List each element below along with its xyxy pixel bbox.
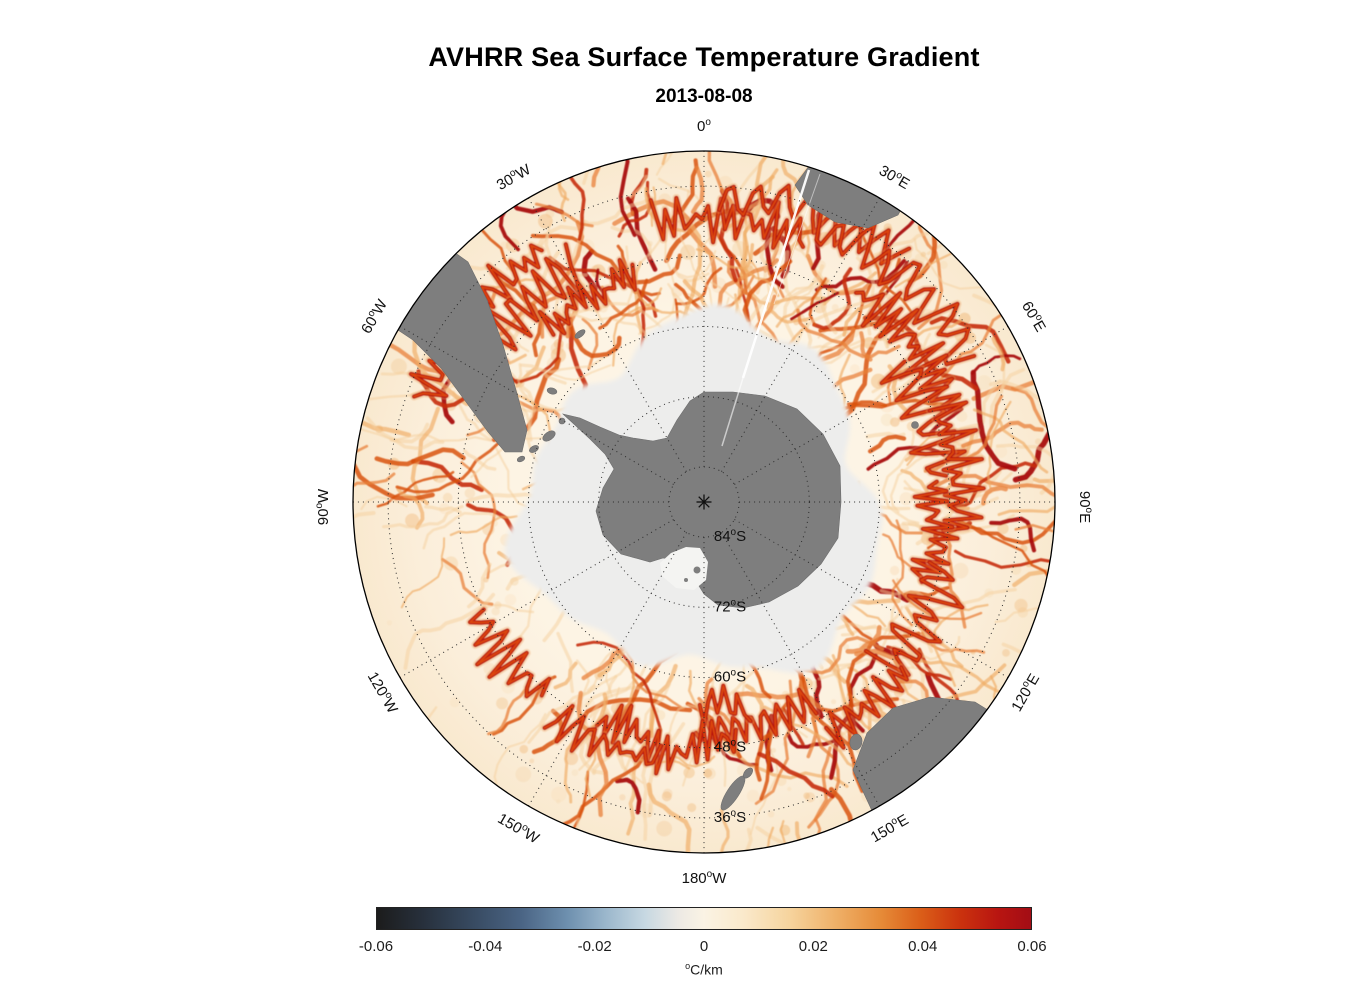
colorbar-gradient xyxy=(376,907,1032,930)
meridian-label-60E: 60oE xyxy=(1018,298,1050,335)
peninsula-island xyxy=(558,417,566,425)
colorbar-tick-0: -0.06 xyxy=(358,938,394,955)
meridian-label-30W: 30oW xyxy=(493,160,534,194)
south-pole-marker xyxy=(696,494,712,510)
meridian-label-90W: 90oW xyxy=(314,488,332,525)
colorbar-tick-1: -0.04 xyxy=(468,938,503,955)
meridian-label-180W: 180oW xyxy=(682,869,728,887)
satellite-gap-line xyxy=(721,377,744,447)
figure-date-subtitle: 2013-08-08 xyxy=(655,86,753,107)
graticule xyxy=(353,151,1055,853)
unit-text: C/km xyxy=(690,961,723,978)
south-georgia-island xyxy=(574,329,586,339)
ross-ice-shelf xyxy=(660,547,708,590)
map-labels: 0o 30oE 60oE 90oE 120oE 150oE 180oW 150oW 120oW 9… xyxy=(314,117,1094,887)
colorbar-tick-5: 0.04 xyxy=(908,938,938,955)
falkland-islands xyxy=(546,387,558,395)
latitude-label-48S: 48oS xyxy=(714,738,746,756)
colorbar-tick-4: 0.02 xyxy=(798,938,828,955)
peninsula-island xyxy=(516,455,526,463)
ross-island xyxy=(693,566,701,574)
meridian-label-90E: 90oE xyxy=(1076,491,1094,523)
degree-superscript: o xyxy=(685,961,691,971)
colorbar-unit-label: oC/km xyxy=(685,961,723,978)
meridian-label-120E: 120oE xyxy=(1007,670,1043,714)
satellite-gap-line xyxy=(741,169,811,379)
new-zealand-island xyxy=(743,767,753,779)
data-gap-lines xyxy=(721,169,821,447)
small-island xyxy=(684,578,688,582)
colorbar-tick-6: 0.06 xyxy=(1017,938,1047,955)
kerguelen-island xyxy=(911,421,919,429)
meridian-label-0: 0o xyxy=(697,117,711,135)
figure-title: AVHRR Sea Surface Temperature Gradient xyxy=(428,42,980,72)
meridian-label-150W: 150oW xyxy=(495,809,543,847)
map-boundary-circle xyxy=(352,150,1056,854)
satellite-gap-line xyxy=(773,173,821,305)
latitude-label-36S: 36oS xyxy=(714,808,746,826)
pole-asterisk-arm xyxy=(698,496,710,508)
peninsula-island xyxy=(542,430,556,442)
peninsula-island xyxy=(529,445,539,453)
meridian-label-150E: 150oE xyxy=(867,810,911,846)
latitude-label-60S: 60oS xyxy=(714,668,746,686)
latitude-label-84S: 84oS xyxy=(714,527,746,545)
meridian-label-120W: 120oW xyxy=(364,669,402,717)
meridian-label-60W: 60oW xyxy=(357,296,391,337)
colorbar-tick-2: -0.02 xyxy=(577,938,612,955)
meridian-label-30E: 30oE xyxy=(876,161,913,193)
latitude-label-72S: 72oS xyxy=(714,597,746,615)
colorbar-tick-3: 0 xyxy=(699,938,709,955)
tasmania-island xyxy=(849,733,863,751)
